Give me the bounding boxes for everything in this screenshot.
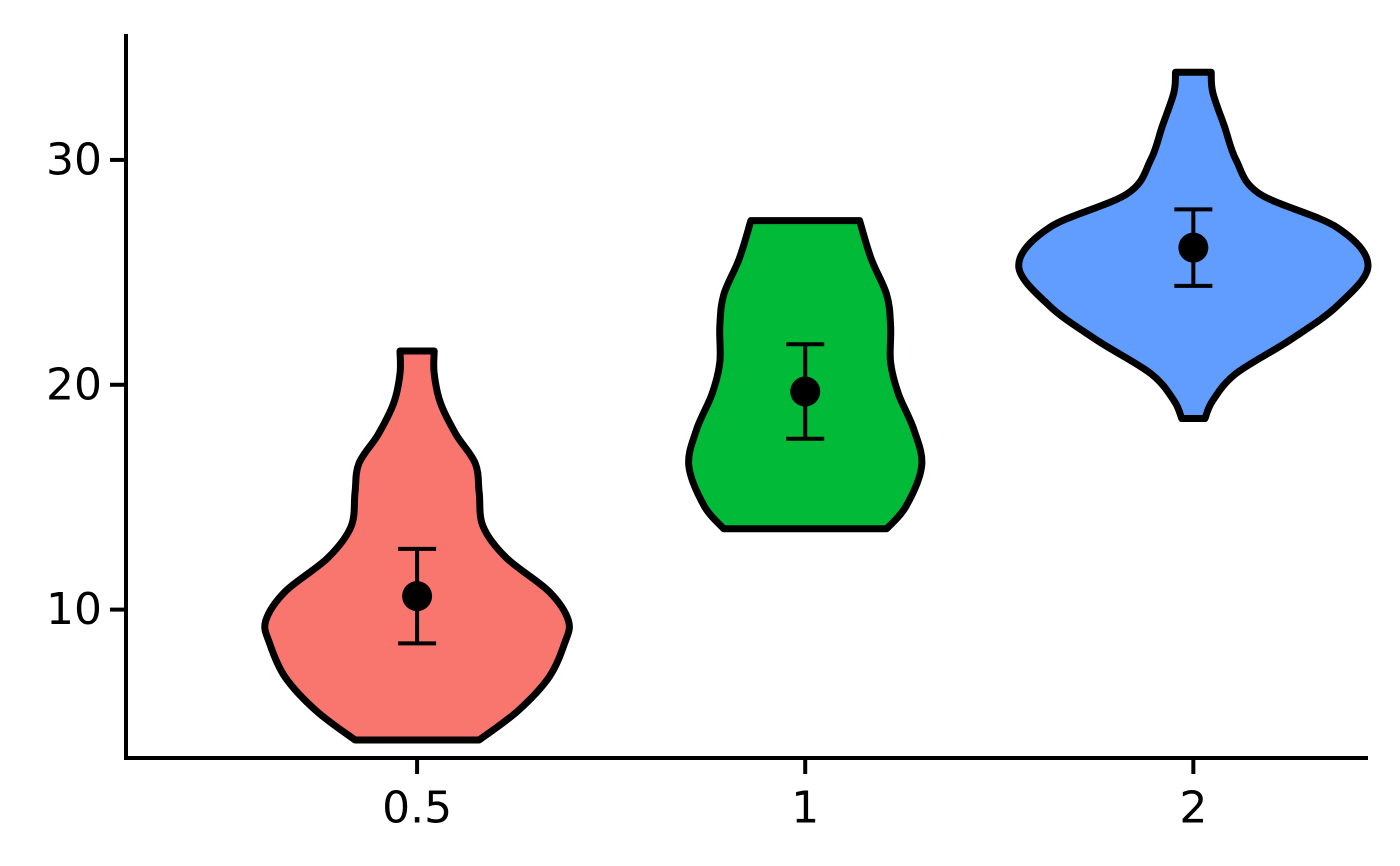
y-tick-label: 30 xyxy=(46,134,102,185)
violin-1 xyxy=(685,217,926,533)
mean-point xyxy=(1178,232,1209,263)
violin-2 xyxy=(1015,68,1372,422)
violin-0-5 xyxy=(261,347,573,744)
violin-body xyxy=(261,347,573,744)
x-tick-label: 2 xyxy=(1179,783,1207,834)
y-tick-label: 20 xyxy=(46,359,102,410)
mean-point xyxy=(790,376,821,407)
x-tick-label: 0.5 xyxy=(382,783,452,834)
mean-point xyxy=(402,581,433,612)
x-tick-label: 1 xyxy=(791,783,819,834)
axes-layer: 10 20 30 0.5 1 2 xyxy=(46,34,1368,834)
y-tick-label: 10 xyxy=(46,584,102,635)
violins-layer xyxy=(261,68,1372,744)
